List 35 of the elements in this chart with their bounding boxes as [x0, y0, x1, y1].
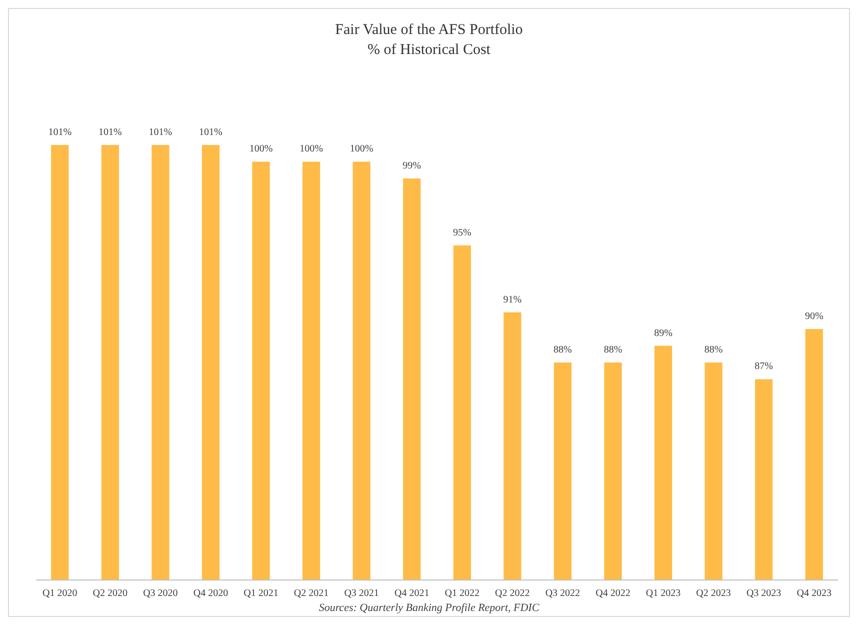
x-tick-label: Q3 2023 [746, 588, 782, 599]
data-label: 95% [452, 227, 472, 238]
x-tick-label: Q2 2023 [696, 588, 731, 599]
data-label: 88% [704, 344, 723, 356]
data-label: 87% [754, 361, 774, 372]
x-tick-label: Q3 2022 [545, 588, 580, 599]
x-tick-label: Q4 2020 [193, 588, 228, 599]
x-tick-label: Q2 2020 [92, 588, 128, 599]
chart-title: Fair Value of the AFS Portfolio [335, 22, 523, 38]
data-label: 101% [48, 127, 72, 138]
source-note: Sources: Quarterly Banking Profile Report, FDIC [318, 602, 540, 614]
x-tick-label: Q2 2021 [294, 588, 329, 599]
data-label: 101% [148, 127, 172, 138]
x-tick-label: Q4 2021 [394, 588, 430, 599]
x-tick-label: Q1 2021 [244, 588, 278, 599]
data-label: 91% [503, 294, 522, 306]
data-label: 88% [604, 344, 622, 356]
x-tick-label: Q2 2022 [495, 588, 530, 599]
chart-subtitle: % of Historical Cost [368, 42, 492, 58]
x-tick-label: Q4 2022 [596, 588, 630, 599]
data-label: 99% [402, 160, 422, 172]
x-tick-label: Q3 2021 [344, 588, 379, 599]
x-tick-label: Q4 2023 [796, 588, 832, 599]
data-label: 101% [98, 127, 122, 138]
data-label: 100% [350, 144, 374, 155]
data-label: 89% [654, 328, 672, 339]
x-tick-label: Q1 2020 [42, 588, 78, 599]
x-tick-label: Q1 2022 [444, 588, 480, 599]
data-label: 90% [804, 311, 824, 322]
data-label: 100% [249, 144, 273, 155]
data-label: 88% [554, 344, 572, 356]
x-tick-label: Q3 2020 [143, 588, 178, 599]
x-tick-label: Q1 2023 [646, 588, 681, 599]
data-label: 101% [199, 127, 222, 138]
data-label: 100% [300, 144, 323, 155]
